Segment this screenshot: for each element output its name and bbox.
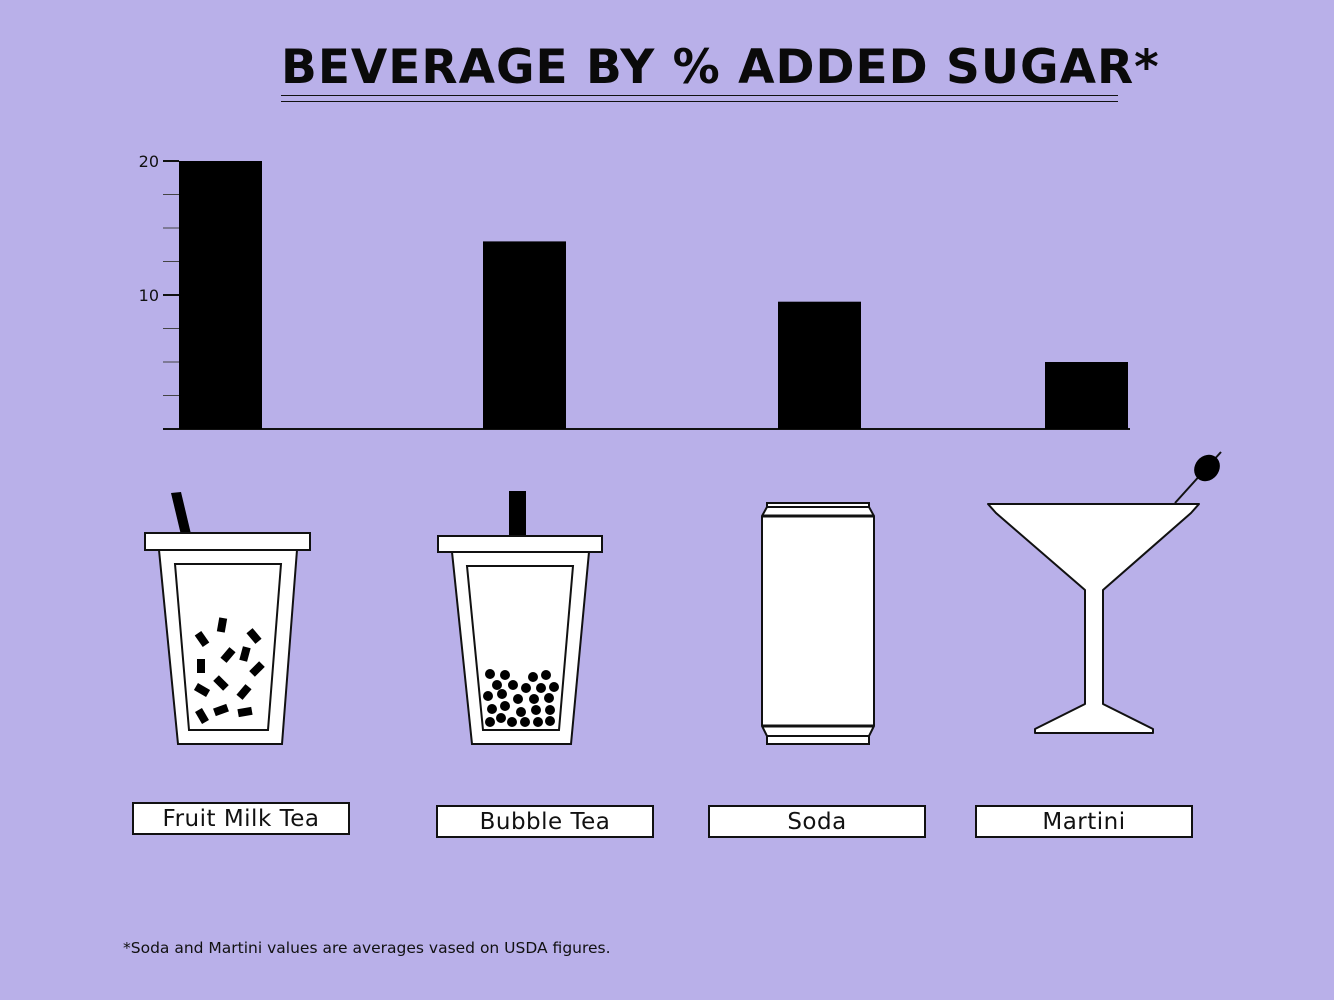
y-axis-ticks: 10 20 xyxy=(139,152,179,396)
bar-bubble-tea xyxy=(483,241,566,429)
y-tick-label: 20 xyxy=(139,152,159,171)
title-underline-bottom xyxy=(281,101,1118,102)
bar-soda xyxy=(778,301,861,429)
martini-glass-icon xyxy=(987,451,1222,734)
soda-can-icon xyxy=(761,502,875,745)
bar-martini xyxy=(1045,362,1128,429)
category-label-soda: Soda xyxy=(708,805,926,838)
chart-title: BEVERAGE BY % ADDED SUGAR* xyxy=(281,40,1160,95)
fruit-milk-tea-cup-icon xyxy=(144,492,311,745)
bar-chart: 10 20 xyxy=(139,152,1130,430)
bars xyxy=(179,161,1128,429)
category-label-fruit-milk-tea: Fruit Milk Tea xyxy=(132,802,350,835)
bubble-tea-cup-icon xyxy=(437,491,603,745)
bar-fruit-milk-tea xyxy=(179,161,262,429)
title-underline-top xyxy=(281,95,1118,96)
category-label-bubble-tea: Bubble Tea xyxy=(436,805,654,838)
category-label-martini: Martini xyxy=(975,805,1193,838)
footnote: *Soda and Martini values are averages va… xyxy=(123,939,611,957)
y-tick-label: 10 xyxy=(139,286,159,305)
